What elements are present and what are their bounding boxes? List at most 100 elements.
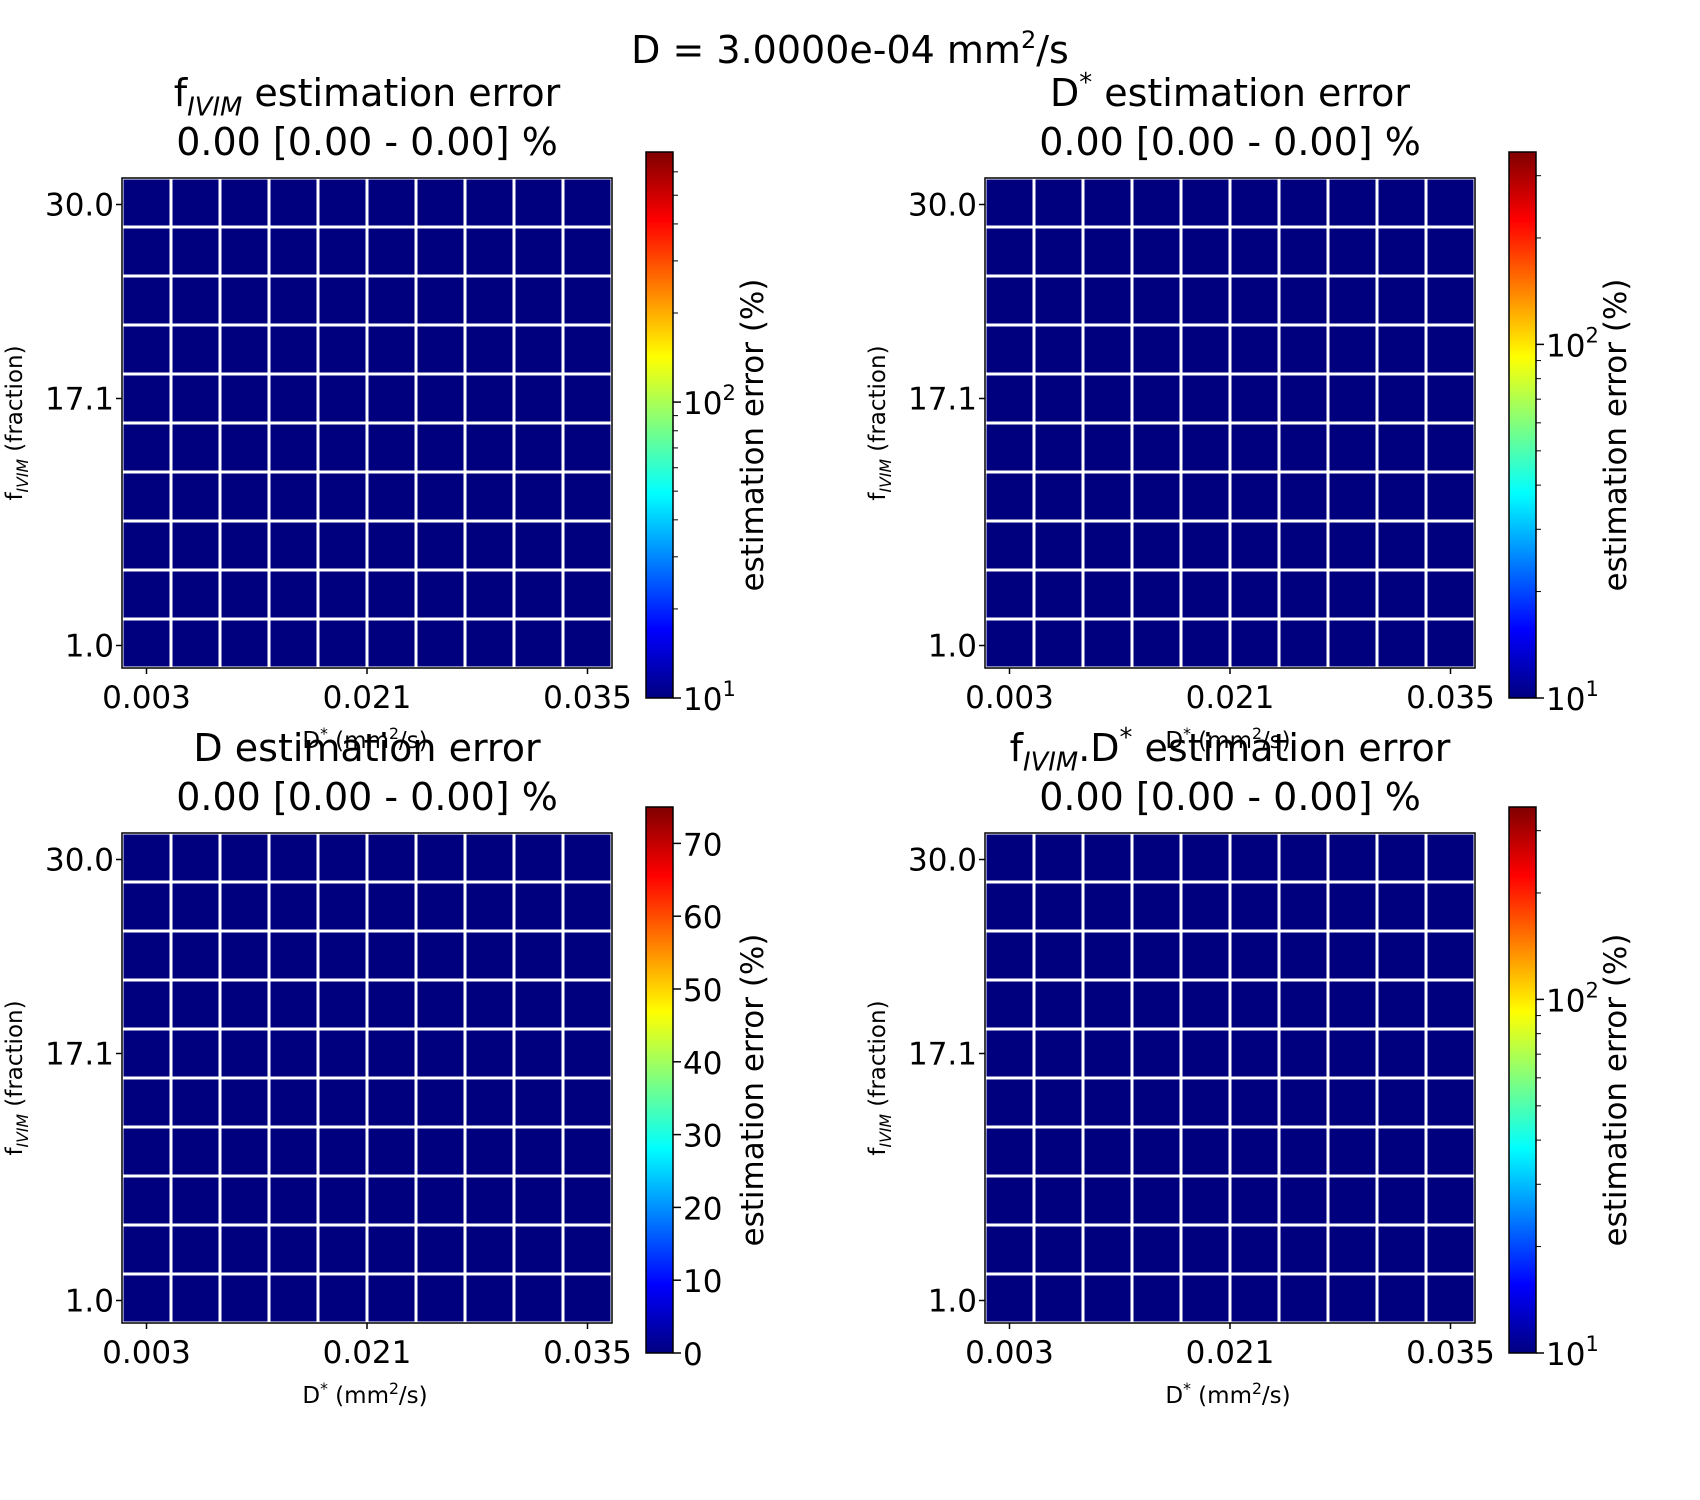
heatmap-cell	[463, 1125, 516, 1178]
heatmap-cell	[1228, 1125, 1281, 1178]
heatmap-cell	[169, 1174, 222, 1227]
heatmap-cell	[512, 1125, 565, 1178]
tick-base: 10	[1546, 682, 1585, 718]
text-part-4: /s)	[1262, 1383, 1291, 1409]
heatmap-cell	[1326, 176, 1379, 229]
heatmap-cell	[1032, 1174, 1085, 1227]
colorbar-gradient	[1508, 806, 1537, 1354]
heatmap-cell	[169, 323, 222, 376]
x-tick-label: 0.035	[1406, 680, 1495, 716]
colorbar: 0 10 20 30 40 50 60 70 estimation error (%)	[645, 806, 771, 1373]
heatmap-cell	[414, 176, 467, 229]
heatmap-cell	[1424, 880, 1477, 933]
heatmap-cell	[1277, 519, 1330, 572]
heatmap-cell	[1032, 372, 1085, 425]
panel-title: fIVIM estimation error	[174, 71, 561, 123]
heatmap-cell	[1424, 519, 1477, 572]
x-tick-label: 0.003	[965, 1335, 1054, 1371]
heatmap-cell	[1326, 617, 1379, 670]
heatmap-cell	[1424, 1272, 1477, 1325]
heatmap-cell	[1130, 978, 1183, 1031]
heatmap-cell	[1081, 470, 1134, 523]
colorbar-tick-label: 40	[683, 1046, 722, 1082]
heatmap-cell	[983, 421, 1036, 474]
y-tick-label: 17.1	[45, 1037, 114, 1073]
heatmap-cell	[1130, 274, 1183, 327]
heatmap-cell	[414, 470, 467, 523]
heatmap-cell	[561, 519, 614, 572]
text-part-3: 2	[389, 724, 399, 743]
heatmap-cell	[1277, 470, 1330, 523]
heatmap-cell	[463, 880, 516, 933]
heatmap-cell	[983, 225, 1036, 278]
text-part-1: IVIM	[13, 459, 32, 493]
text-part-0: D	[1165, 728, 1183, 754]
heatmap-cell	[414, 323, 467, 376]
heatmap-cell	[316, 831, 369, 884]
text-part-3: 2	[389, 1379, 399, 1398]
heatmap-cell	[120, 372, 173, 425]
heatmap-cell	[983, 831, 1036, 884]
text-part-2: (mm	[328, 1383, 389, 1409]
heatmap-cell	[267, 470, 320, 523]
heatmap-cell	[169, 372, 222, 425]
tick-exponent: 1	[1585, 1332, 1598, 1356]
heatmap-cell	[414, 1174, 467, 1227]
y-tick-label: 30.0	[45, 188, 114, 224]
heatmap-cell	[1277, 323, 1330, 376]
heatmap-cell	[316, 421, 369, 474]
heatmap-cell	[218, 568, 271, 621]
heatmap-cell	[414, 519, 467, 572]
text-part-1: IVIM	[1023, 748, 1078, 778]
heatmap-cell	[1081, 372, 1134, 425]
heatmap-cells	[120, 176, 614, 670]
heatmap-cell	[1228, 470, 1281, 523]
tick-base: 10	[1546, 983, 1585, 1019]
heatmap-cell	[169, 1223, 222, 1276]
heatmap-cell	[414, 421, 467, 474]
heatmap-cell	[316, 1125, 369, 1178]
heatmap-cell	[169, 421, 222, 474]
tick-base: 10	[1546, 1337, 1585, 1373]
heatmap-cell	[1277, 978, 1330, 1031]
heatmap-cell	[1081, 176, 1134, 229]
text-part-1: IVIM	[13, 1114, 32, 1148]
heatmap-cell	[365, 225, 418, 278]
heatmap-cell	[561, 372, 614, 425]
heatmap-cell	[1326, 831, 1379, 884]
colorbar-label: estimation error (%)	[735, 279, 771, 592]
heatmap-cell	[120, 519, 173, 572]
heatmap-cell	[1179, 831, 1232, 884]
heatmap-cell	[169, 519, 222, 572]
heatmap-cell	[1032, 176, 1085, 229]
heatmap-cell	[512, 470, 565, 523]
heatmap-cell	[1130, 1174, 1183, 1227]
heatmap-cell	[983, 274, 1036, 327]
heatmap-cell	[1375, 880, 1428, 933]
heatmap-cell	[1228, 176, 1281, 229]
heatmap-cell	[267, 1076, 320, 1129]
heatmap-cell	[463, 421, 516, 474]
heatmap-cell	[1081, 323, 1134, 376]
heatmap-cell	[1130, 323, 1183, 376]
heatmap-cell	[1032, 1027, 1085, 1080]
heatmap-cell	[316, 1272, 369, 1325]
heatmap-cell	[267, 929, 320, 982]
x-tick-label: 0.021	[1186, 680, 1275, 716]
heatmap-cell	[218, 831, 271, 884]
heatmap-cell	[1032, 978, 1085, 1031]
colorbar-tick-label: 20	[683, 1191, 722, 1227]
heatmap-cell	[1081, 274, 1134, 327]
heatmap-cell	[512, 1027, 565, 1080]
heatmap-cell	[1375, 1125, 1428, 1178]
heatmap-cell	[1424, 225, 1477, 278]
heatmap-cell	[365, 929, 418, 982]
text-part-4: estimation error	[1132, 726, 1450, 770]
text-part-1: *	[1079, 68, 1092, 98]
heatmap-cell	[983, 519, 1036, 572]
heatmap-cell	[983, 1223, 1036, 1276]
heatmap-cell	[561, 470, 614, 523]
heatmap-cell	[463, 1076, 516, 1129]
